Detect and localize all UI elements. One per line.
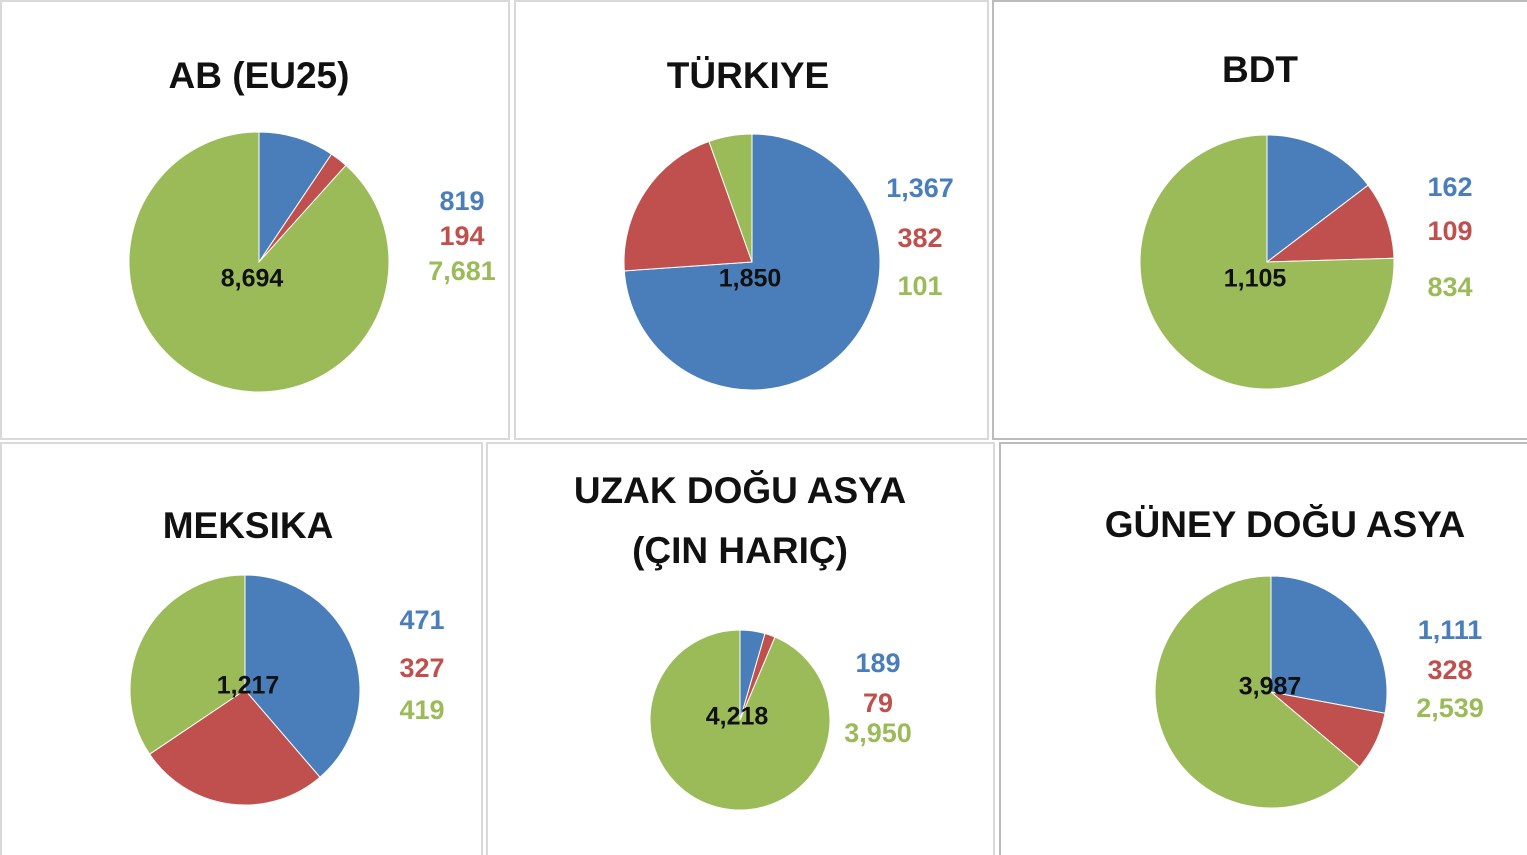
chart-title: MEKSIKA bbox=[163, 505, 334, 546]
value-label: 1,111 bbox=[1418, 615, 1483, 645]
value-label: 194 bbox=[439, 221, 484, 251]
value-label: 1,367 bbox=[886, 173, 954, 203]
value-label: 79 bbox=[863, 688, 893, 718]
chart-title: TÜRKIYE bbox=[667, 55, 829, 96]
value-label: 109 bbox=[1427, 216, 1472, 246]
value-label: 327 bbox=[399, 653, 444, 683]
chart-title: GÜNEY DOĞU ASYA bbox=[1105, 504, 1466, 545]
value-label: 189 bbox=[855, 648, 900, 678]
pie-slice bbox=[128, 131, 390, 393]
value-label: 328 bbox=[1427, 655, 1472, 685]
total-label: 4,218 bbox=[706, 703, 769, 731]
pie-slice bbox=[1266, 134, 1369, 264]
pie-slice bbox=[1154, 575, 1361, 809]
pie-slice bbox=[129, 574, 246, 755]
value-label: 101 bbox=[897, 271, 942, 301]
value-label: 162 bbox=[1427, 172, 1472, 202]
chart-title: BDT bbox=[1222, 49, 1298, 90]
pie-slice bbox=[1139, 134, 1395, 390]
total-label: 1,105 bbox=[1224, 265, 1287, 293]
total-label: 1,217 bbox=[217, 672, 280, 700]
pie-slice bbox=[708, 133, 753, 263]
total-label: 3,987 bbox=[1239, 673, 1302, 701]
value-label: 7,681 bbox=[428, 256, 496, 286]
value-label: 419 bbox=[399, 695, 444, 725]
total-label: 8,694 bbox=[221, 265, 284, 293]
pie-slice bbox=[244, 574, 361, 778]
pie-slice bbox=[258, 131, 333, 264]
pie-slice bbox=[649, 629, 831, 811]
value-label: 3,950 bbox=[844, 718, 912, 748]
chart-title: AB (EU25) bbox=[169, 55, 350, 96]
pie-slice bbox=[148, 689, 321, 806]
chart-title: (ÇIN HARIÇ) bbox=[632, 530, 848, 571]
total-label: 1,850 bbox=[719, 265, 782, 293]
pie-slice bbox=[1265, 184, 1395, 263]
value-label: 2,539 bbox=[1416, 693, 1484, 723]
value-label: 834 bbox=[1427, 272, 1472, 302]
value-label: 382 bbox=[897, 223, 942, 253]
value-label: 819 bbox=[439, 186, 484, 216]
chart-title: UZAK DOĞU ASYA bbox=[574, 470, 906, 511]
pie-slice bbox=[1270, 575, 1388, 714]
value-label: 471 bbox=[399, 605, 444, 635]
